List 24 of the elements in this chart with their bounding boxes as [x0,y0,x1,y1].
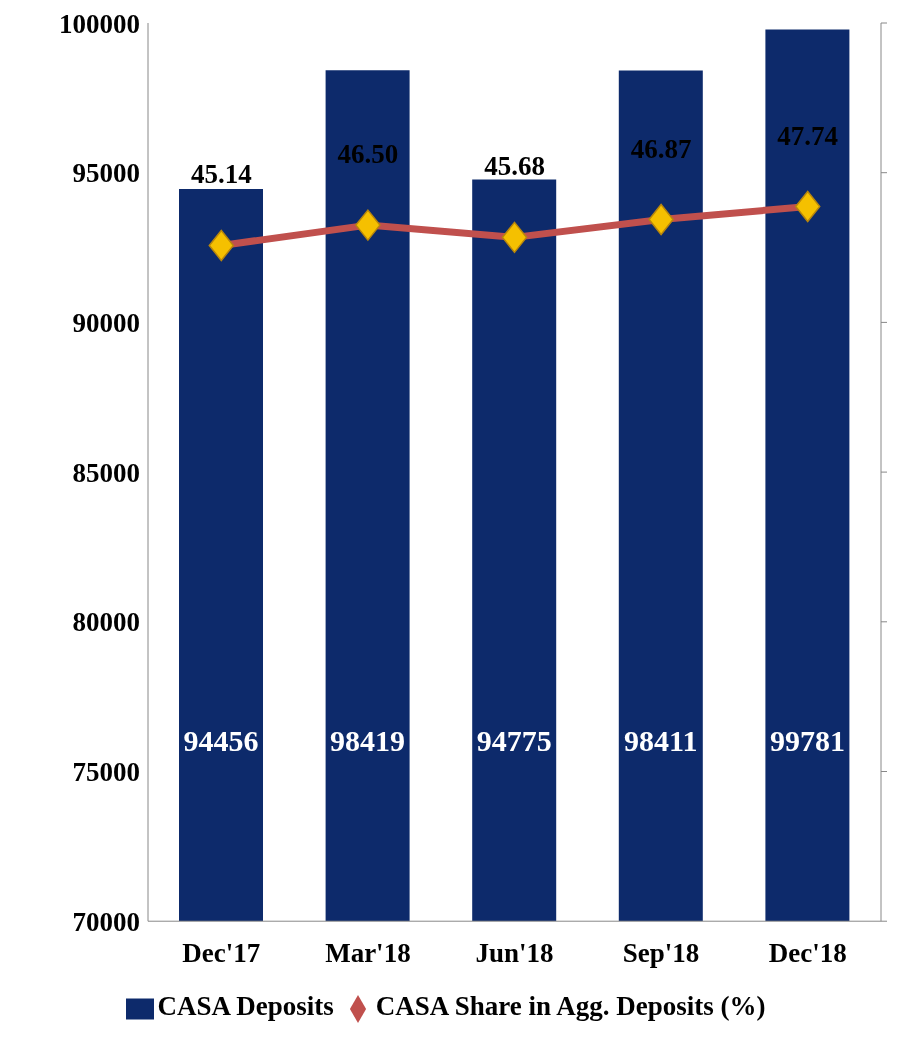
y-tick-label: 100000 [59,8,140,39]
y-tick-label: 90000 [72,307,140,338]
x-tick-label: Dec'17 [182,938,261,969]
data-label: 94775 [476,724,552,758]
x-tick-label: Sep'18 [622,938,700,969]
data-label: 94456 [183,724,259,758]
data-label: 98411 [624,724,698,758]
y-tick-label: 85000 [72,457,140,488]
x-tick-label: Jun'18 [475,938,554,969]
legend-label: CASA Deposits [157,991,334,1022]
data-label: 46.87 [630,133,692,164]
x-tick-label: Dec'18 [768,938,847,969]
data-label: 99781 [769,724,845,758]
y-tick-label: 75000 [72,757,140,788]
y-tick-label: 95000 [72,158,140,189]
x-tick-label: Mar'18 [325,938,411,969]
y-tick-label: 70000 [72,906,140,937]
data-label: 45.68 [484,151,545,182]
data-label: 98419 [330,724,406,758]
legend-label: CASA Share in Agg. Deposits (%) [375,991,766,1022]
data-label: 47.74 [777,120,839,151]
data-label: 45.14 [190,159,252,190]
data-label: 46.50 [337,139,399,170]
y-tick-label: 80000 [72,607,140,638]
